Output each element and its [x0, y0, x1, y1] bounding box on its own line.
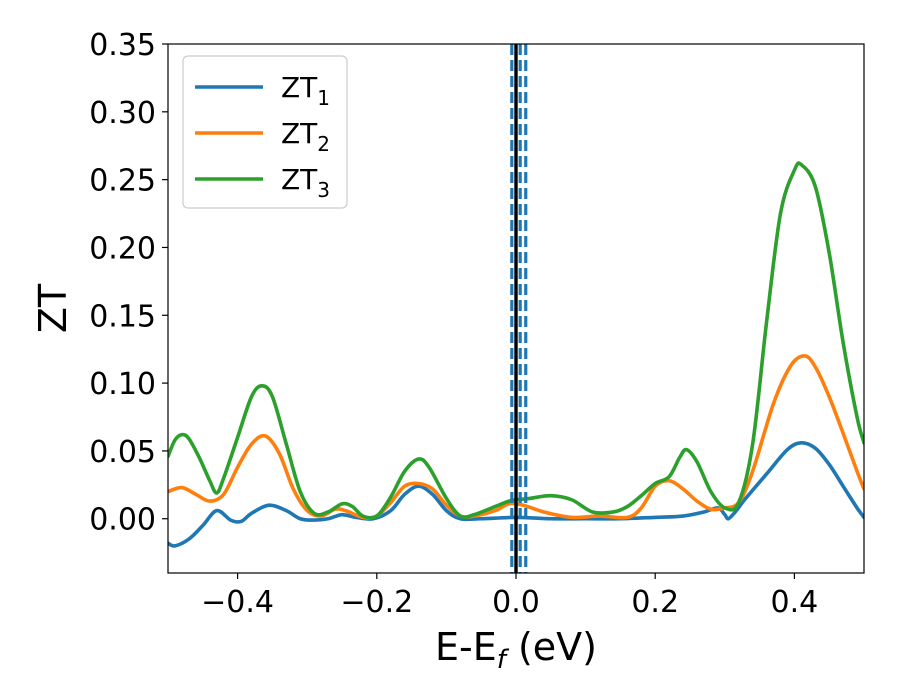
y-tick-label: 0.20 — [89, 231, 156, 266]
series-line-zt1 — [168, 440, 864, 548]
y-tick-label: 0.00 — [89, 503, 156, 538]
y-tick-label: 0.35 — [89, 28, 156, 63]
y-tick-label: 0.25 — [89, 164, 156, 199]
x-tick-label: 0.4 — [771, 585, 819, 620]
y-tick-label: 0.05 — [89, 435, 156, 470]
plot-area — [168, 44, 864, 573]
y-tick-label: 0.10 — [89, 367, 156, 402]
y-tick-label: 0.30 — [89, 96, 156, 131]
x-tick-label: 0.2 — [631, 585, 679, 620]
series-line-zt2 — [168, 354, 864, 520]
x-axis-label-main: E-E — [435, 625, 497, 669]
x-tick-label: −0.4 — [201, 585, 274, 620]
x-axis-label: E-Ef (eV) — [435, 625, 597, 675]
y-axis: 0.00 0.05 0.10 0.15 0.20 0.25 0.30 0.35 — [89, 28, 168, 538]
x-tick-label: 0.0 — [492, 585, 540, 620]
legend-label-zt3: ZT3 — [281, 163, 330, 202]
y-tick-label: 0.15 — [89, 299, 156, 334]
legend-label-zt1: ZT1 — [281, 71, 330, 110]
y-axis-label: ZT — [31, 283, 75, 333]
legend-box — [182, 55, 348, 209]
series-line-zt3 — [168, 161, 864, 520]
x-tick-label: −0.2 — [340, 585, 413, 620]
legend: ZT1 ZT2 ZT3 — [182, 55, 348, 209]
x-axis-label-unit: (eV) — [506, 625, 597, 669]
legend-label-zt2: ZT2 — [281, 117, 330, 156]
x-axis: −0.4 −0.2 0.0 0.2 0.4 — [201, 573, 818, 620]
